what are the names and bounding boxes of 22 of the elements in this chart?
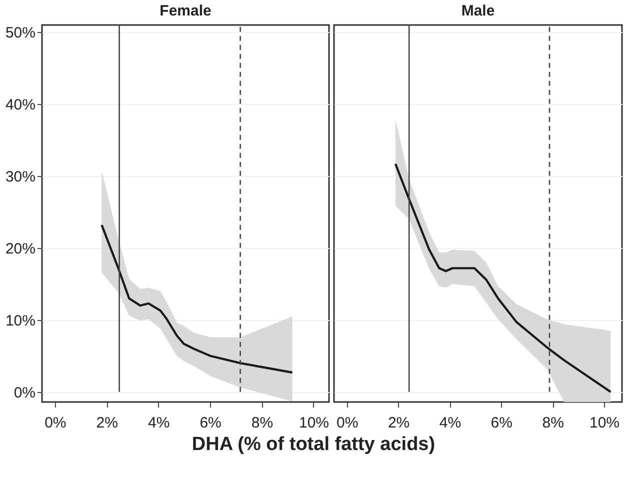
y-tick-label: 50% <box>5 24 36 42</box>
x-tick-label: 6% <box>490 414 512 432</box>
x-tick-label: 2% <box>96 414 118 432</box>
x-tick-label: 0% <box>336 414 358 432</box>
line-series <box>100 224 294 374</box>
x-tick-label: 0% <box>44 414 66 432</box>
y-tick-label: 30% <box>5 168 36 186</box>
x-tick-label: 8% <box>251 414 274 432</box>
x-tick-label: 8% <box>542 414 564 432</box>
chart-title: Female <box>160 2 212 20</box>
x-tick-label: 6% <box>200 414 222 432</box>
x-tick-label: 2% <box>388 414 410 432</box>
chart-title: Male <box>461 2 495 20</box>
y-tick-label: 40% <box>5 96 36 114</box>
y-tick-label: 0% <box>14 384 36 402</box>
y-tick-label: 20% <box>5 240 36 258</box>
x-tick-label: 4% <box>148 414 170 432</box>
x-tick-label: 10% <box>589 414 620 432</box>
x-tick-label: 10% <box>298 414 329 432</box>
y-tick-label: 10% <box>5 312 36 330</box>
x-tick-label: 4% <box>439 414 462 432</box>
x-axis-title: DHA (% of total fatty acids) <box>192 434 436 455</box>
